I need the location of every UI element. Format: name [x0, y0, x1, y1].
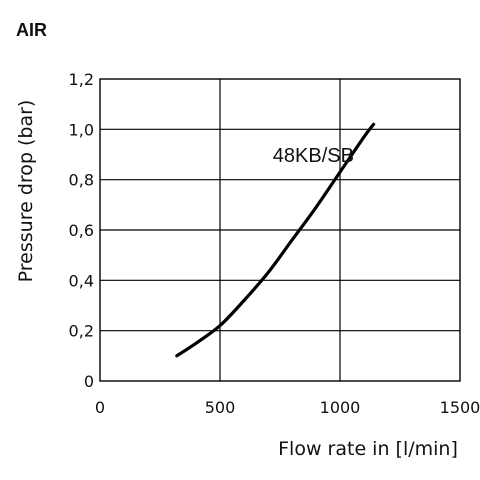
y-axis-label: Pressure drop (bar): [15, 100, 37, 283]
y-tick-label: 0,4: [69, 271, 94, 290]
x-tick-label: 1000: [320, 398, 361, 417]
chart-title: AIR: [16, 20, 47, 40]
series: 48KB/SB: [175, 122, 376, 358]
y-tick-label: 0: [84, 372, 94, 391]
grid: [99, 78, 461, 382]
y-tick-label: 0,2: [69, 322, 94, 341]
x-tick-label: 500: [205, 398, 236, 417]
y-tick-label: 0,8: [69, 171, 94, 190]
x-tick-label: 0: [95, 398, 105, 417]
series-label: 48KB/SB: [273, 145, 354, 167]
y-tick-label: 1,2: [69, 70, 94, 89]
x-tick-labels: 0 500 1000 1500: [95, 398, 480, 417]
x-tick-label: 1500: [440, 398, 480, 417]
x-axis-label: Flow rate in [l/min]: [278, 438, 458, 460]
series-line: [175, 122, 376, 358]
y-tick-labels: 0 0,2 0,4 0,6 0,8 1,0 1,2: [69, 70, 94, 391]
y-tick-label: 1,0: [69, 120, 94, 139]
y-tick-label: 0,6: [69, 221, 94, 240]
